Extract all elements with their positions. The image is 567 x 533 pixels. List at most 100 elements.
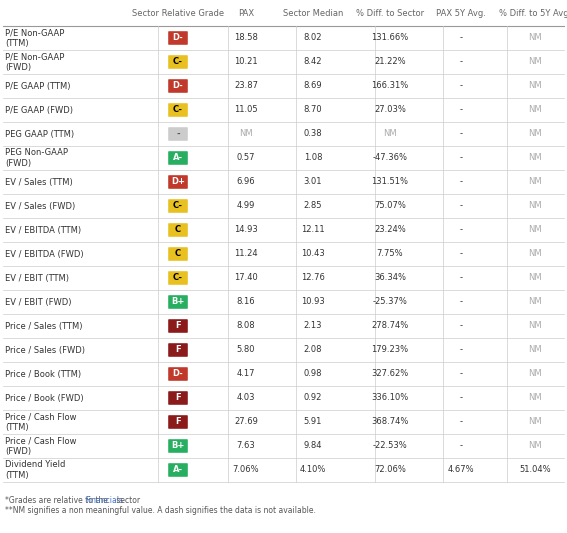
- Text: 11.24: 11.24: [234, 249, 258, 259]
- Text: D-: D-: [172, 369, 183, 378]
- Text: P/E GAAP (FWD): P/E GAAP (FWD): [5, 106, 73, 115]
- Text: 27.03%: 27.03%: [374, 106, 406, 115]
- FancyBboxPatch shape: [168, 247, 188, 261]
- Text: NM: NM: [528, 417, 542, 426]
- Text: D-: D-: [172, 82, 183, 91]
- Text: 12.11: 12.11: [301, 225, 325, 235]
- Text: B+: B+: [171, 441, 185, 450]
- Text: 2.08: 2.08: [304, 345, 322, 354]
- Text: -: -: [459, 321, 463, 330]
- Text: EV / Sales (FWD): EV / Sales (FWD): [5, 201, 75, 211]
- Text: -: -: [459, 34, 463, 43]
- Text: NM: NM: [528, 58, 542, 67]
- Text: Financials: Financials: [85, 496, 123, 505]
- Text: -: -: [459, 417, 463, 426]
- FancyBboxPatch shape: [168, 223, 188, 237]
- Text: EV / EBIT (FWD): EV / EBIT (FWD): [5, 297, 71, 306]
- Text: C: C: [175, 249, 181, 259]
- Text: 5.91: 5.91: [304, 417, 322, 426]
- Text: NM: NM: [528, 321, 542, 330]
- FancyBboxPatch shape: [168, 343, 188, 357]
- Text: Price / Cash Flow
(FWD): Price / Cash Flow (FWD): [5, 437, 77, 456]
- FancyBboxPatch shape: [168, 127, 188, 141]
- FancyBboxPatch shape: [168, 55, 188, 69]
- Text: 2.85: 2.85: [304, 201, 322, 211]
- Text: PEG GAAP (TTM): PEG GAAP (TTM): [5, 130, 74, 139]
- Text: 4.67%: 4.67%: [448, 465, 475, 474]
- Text: % Diff. to Sector: % Diff. to Sector: [356, 9, 424, 18]
- Text: EV / EBITDA (TTM): EV / EBITDA (TTM): [5, 225, 81, 235]
- Text: -: -: [459, 345, 463, 354]
- Text: 12.76: 12.76: [301, 273, 325, 282]
- Text: -: -: [459, 154, 463, 163]
- FancyBboxPatch shape: [168, 319, 188, 333]
- Text: 36.34%: 36.34%: [374, 273, 406, 282]
- Text: Price / Cash Flow
(TTM): Price / Cash Flow (TTM): [5, 413, 77, 432]
- Text: NM: NM: [528, 393, 542, 402]
- Text: A-: A-: [173, 154, 183, 163]
- Text: 9.84: 9.84: [304, 441, 322, 450]
- Text: Price / Sales (TTM): Price / Sales (TTM): [5, 321, 83, 330]
- Text: 10.93: 10.93: [301, 297, 325, 306]
- Text: -: -: [459, 82, 463, 91]
- Text: 0.38: 0.38: [304, 130, 322, 139]
- Text: 4.10%: 4.10%: [300, 465, 326, 474]
- Text: -: -: [459, 249, 463, 259]
- Text: NM: NM: [528, 225, 542, 235]
- Text: -: -: [459, 225, 463, 235]
- FancyBboxPatch shape: [168, 367, 188, 381]
- Text: NM: NM: [528, 345, 542, 354]
- Text: 4.17: 4.17: [237, 369, 255, 378]
- Text: EV / Sales (TTM): EV / Sales (TTM): [5, 177, 73, 187]
- FancyBboxPatch shape: [168, 271, 188, 285]
- Text: 6.96: 6.96: [236, 177, 255, 187]
- FancyBboxPatch shape: [168, 415, 188, 429]
- Text: EV / EBIT (TTM): EV / EBIT (TTM): [5, 273, 69, 282]
- Text: -: -: [459, 273, 463, 282]
- Text: 75.07%: 75.07%: [374, 201, 406, 211]
- Text: Dividend Yield
(TTM): Dividend Yield (TTM): [5, 461, 65, 480]
- Text: NM: NM: [239, 130, 253, 139]
- FancyBboxPatch shape: [168, 439, 188, 453]
- Text: -: -: [459, 393, 463, 402]
- FancyBboxPatch shape: [168, 31, 188, 45]
- Text: % Diff. to 5Y Avg.: % Diff. to 5Y Avg.: [499, 9, 567, 18]
- Text: 166.31%: 166.31%: [371, 82, 409, 91]
- Text: F: F: [175, 345, 181, 354]
- Text: -: -: [459, 369, 463, 378]
- Text: P/E Non-GAAP
(TTM): P/E Non-GAAP (TTM): [5, 28, 65, 47]
- Text: NM: NM: [528, 154, 542, 163]
- Text: D+: D+: [171, 177, 185, 187]
- Text: NM: NM: [528, 441, 542, 450]
- Text: 8.69: 8.69: [304, 82, 322, 91]
- Text: 51.04%: 51.04%: [519, 465, 551, 474]
- Text: 8.42: 8.42: [304, 58, 322, 67]
- Text: 4.99: 4.99: [237, 201, 255, 211]
- Text: 10.21: 10.21: [234, 58, 258, 67]
- Text: 1.08: 1.08: [304, 154, 322, 163]
- Text: EV / EBITDA (FWD): EV / EBITDA (FWD): [5, 249, 83, 259]
- Text: -: -: [459, 297, 463, 306]
- Text: -: -: [176, 130, 180, 139]
- Text: 14.93: 14.93: [234, 225, 258, 235]
- Text: 17.40: 17.40: [234, 273, 258, 282]
- FancyBboxPatch shape: [168, 391, 188, 405]
- Text: *Grades are relative to the: *Grades are relative to the: [5, 496, 110, 505]
- Text: F: F: [175, 393, 181, 402]
- FancyBboxPatch shape: [168, 103, 188, 117]
- Text: F: F: [175, 321, 181, 330]
- Text: 21.22%: 21.22%: [374, 58, 406, 67]
- Text: -: -: [459, 201, 463, 211]
- Text: 179.23%: 179.23%: [371, 345, 409, 354]
- Text: 8.08: 8.08: [236, 321, 255, 330]
- Text: 72.06%: 72.06%: [374, 465, 406, 474]
- Text: 7.75%: 7.75%: [376, 249, 403, 259]
- Text: 18.58: 18.58: [234, 34, 258, 43]
- Text: -: -: [459, 130, 463, 139]
- Text: -: -: [459, 58, 463, 67]
- Text: Sector Median: Sector Median: [283, 9, 343, 18]
- Text: 7.63: 7.63: [236, 441, 255, 450]
- Text: 3.01: 3.01: [304, 177, 322, 187]
- Text: 23.24%: 23.24%: [374, 225, 406, 235]
- Text: 5.80: 5.80: [237, 345, 255, 354]
